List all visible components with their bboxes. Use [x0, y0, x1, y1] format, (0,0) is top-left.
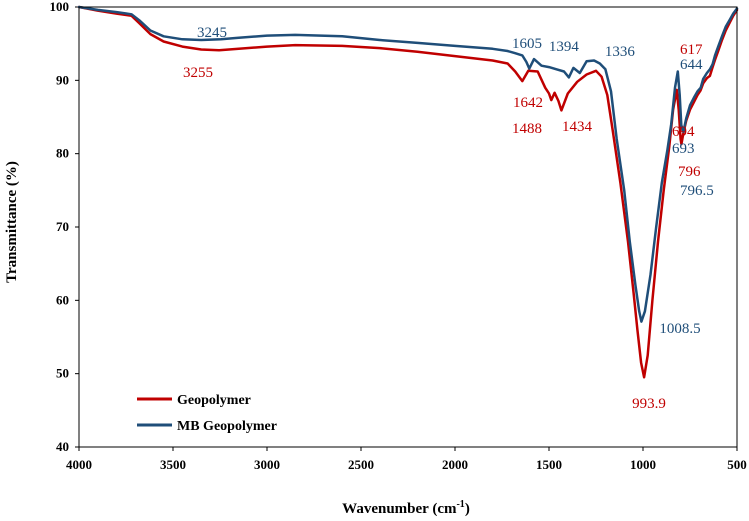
x-tick-label: 500: [727, 457, 747, 472]
y-tick-label: 80: [56, 146, 69, 161]
peak-label: 796.5: [680, 183, 714, 199]
x-tick-label: 1500: [536, 457, 562, 472]
x-axis-title-end: ): [465, 501, 470, 517]
peak-label: 1336: [605, 44, 636, 60]
peak-label: 693: [672, 141, 695, 157]
peak-label: 1488: [512, 121, 542, 137]
series-group: [77, 5, 739, 379]
x-tick-label: 3000: [254, 457, 280, 472]
x-axis-title-main: Wavenumber (cm: [342, 501, 457, 517]
series-line-mb-geopolymer: [77, 5, 739, 323]
x-tick-label: 2000: [442, 457, 468, 472]
peak-label: 1394: [549, 39, 580, 55]
x-axis-title-superscript: -1: [456, 499, 464, 510]
y-tick-label: 70: [56, 219, 69, 234]
x-tick-label: 4000: [66, 457, 92, 472]
y-tick-label: 90: [56, 72, 69, 87]
x-tick-label: 1000: [630, 457, 656, 472]
peak-label: 617: [680, 42, 703, 58]
peak-label: 1434: [562, 119, 593, 135]
y-tick-label: 50: [56, 366, 69, 381]
peak-label: 3245: [197, 25, 227, 41]
peak-label: 694: [672, 124, 695, 140]
peak-label: 1605: [512, 36, 542, 52]
legend: Geopolymer MB Geopolymer: [137, 393, 277, 434]
legend-label-mb-geopolymer: MB Geopolymer: [177, 419, 277, 434]
series-line-geopolymer: [77, 5, 739, 379]
y-tick-label: 40: [56, 439, 69, 454]
y-tick-label: 60: [56, 292, 69, 307]
peak-label: 1642: [513, 95, 543, 111]
peak-label: 644: [680, 57, 703, 73]
x-tick-label: 3500: [160, 457, 186, 472]
peak-label: 993.9: [632, 396, 666, 412]
y-axis-ticks: 40 50 60 70 80 90 100: [50, 0, 79, 454]
y-axis-title: Transmittance (%): [4, 161, 20, 283]
legend-label-geopolymer: Geopolymer: [177, 393, 251, 408]
x-axis-ticks: 4000 3500 3000 2500 2000 1500 1000 500: [66, 447, 747, 472]
plot-frame: [78, 6, 738, 448]
peak-label: 3255: [183, 65, 213, 81]
y-tick-label: 100: [50, 0, 70, 14]
x-axis-title: Wavenumber (cm-1): [342, 499, 470, 517]
x-tick-label: 2500: [348, 457, 374, 472]
peak-label: 1008.5: [659, 321, 700, 337]
peak-label: 796: [678, 164, 701, 180]
